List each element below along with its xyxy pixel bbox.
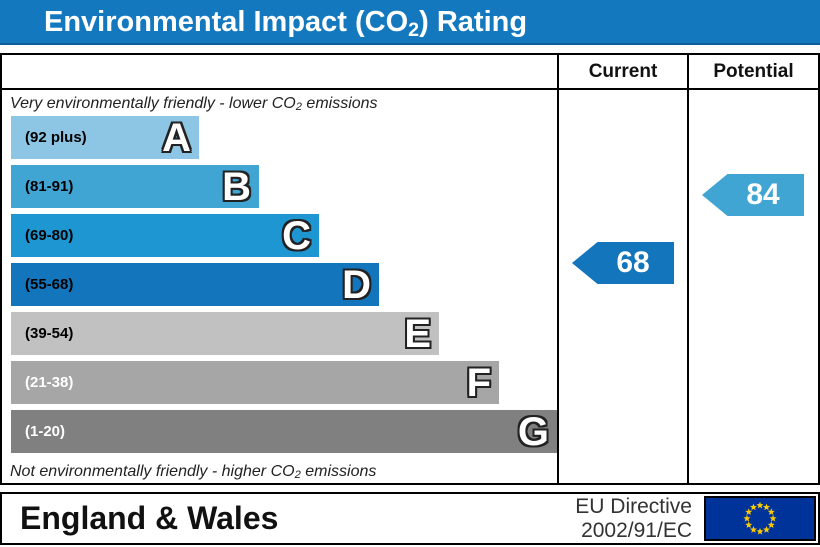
potential-column-header: Potential — [687, 55, 818, 90]
band-range-label: (69-80) — [25, 227, 74, 244]
band-row-f: (21-38) F — [11, 361, 557, 404]
chart-title-bar: Environmental Impact (CO2) Rating — [0, 0, 820, 45]
band-letter: A — [162, 115, 191, 160]
potential-rating-arrow: 84 — [702, 174, 804, 216]
current-rating-value: 68 — [616, 246, 650, 279]
band-row-e: (39-54) E — [11, 312, 557, 355]
band-range-label: (39-54) — [25, 325, 74, 342]
rating-table: Current Potential Very environmentally f… — [0, 53, 820, 485]
eu-flag-icon — [704, 496, 816, 541]
band-row-g: (1-20) G — [11, 410, 557, 453]
potential-column: 84 — [687, 90, 818, 484]
band-letter: C — [282, 213, 311, 258]
chart-header-cell — [2, 55, 557, 90]
band-bar-g: (1-20) G — [11, 410, 557, 453]
region-label: England & Wales — [20, 500, 279, 536]
band-range-label: (81-91) — [25, 178, 74, 195]
footer-bar: England & Wales EU Directive 2002/91/EC — [0, 492, 820, 545]
band-bar-b: (81-91) B — [11, 165, 259, 208]
band-row-b: (81-91) B — [11, 165, 557, 208]
top-caption: Very environmentally friendly - lower CO… — [10, 95, 378, 114]
band-row-a: (92 plus) A — [11, 116, 557, 159]
eu-flag-stars — [743, 501, 777, 535]
current-rating-arrow: 68 — [572, 242, 674, 284]
chart-title: Environmental Impact (CO2) Rating — [44, 6, 528, 41]
band-range-label: (55-68) — [25, 276, 74, 293]
eu-directive-label: EU Directive 2002/91/EC — [575, 495, 692, 542]
band-bar-c: (69-80) C — [11, 214, 319, 257]
band-bar-f: (21-38) F — [11, 361, 499, 404]
band-range-label: (21-38) — [25, 374, 74, 391]
band-row-d: (55-68) D — [11, 263, 557, 306]
band-bar-d: (55-68) D — [11, 263, 379, 306]
band-chart-area: Very environmentally friendly - lower CO… — [2, 90, 557, 484]
band-range-label: (1-20) — [25, 423, 66, 440]
band-bar-a: (92 plus) A — [11, 116, 199, 159]
potential-rating-value: 84 — [746, 178, 780, 211]
band-bar-e: (39-54) E — [11, 312, 439, 355]
current-column-header: Current — [557, 55, 687, 90]
band-letter: G — [517, 409, 549, 454]
current-column: 68 — [557, 90, 687, 484]
band-letter: D — [342, 262, 371, 307]
band-letter: E — [404, 311, 431, 356]
band-row-c: (69-80) C — [11, 214, 557, 257]
bottom-caption: Not environmentally friendly - higher CO… — [10, 463, 377, 482]
band-letter: B — [222, 164, 251, 209]
band-range-label: (92 plus) — [25, 129, 87, 146]
band-letter: F — [466, 360, 491, 405]
